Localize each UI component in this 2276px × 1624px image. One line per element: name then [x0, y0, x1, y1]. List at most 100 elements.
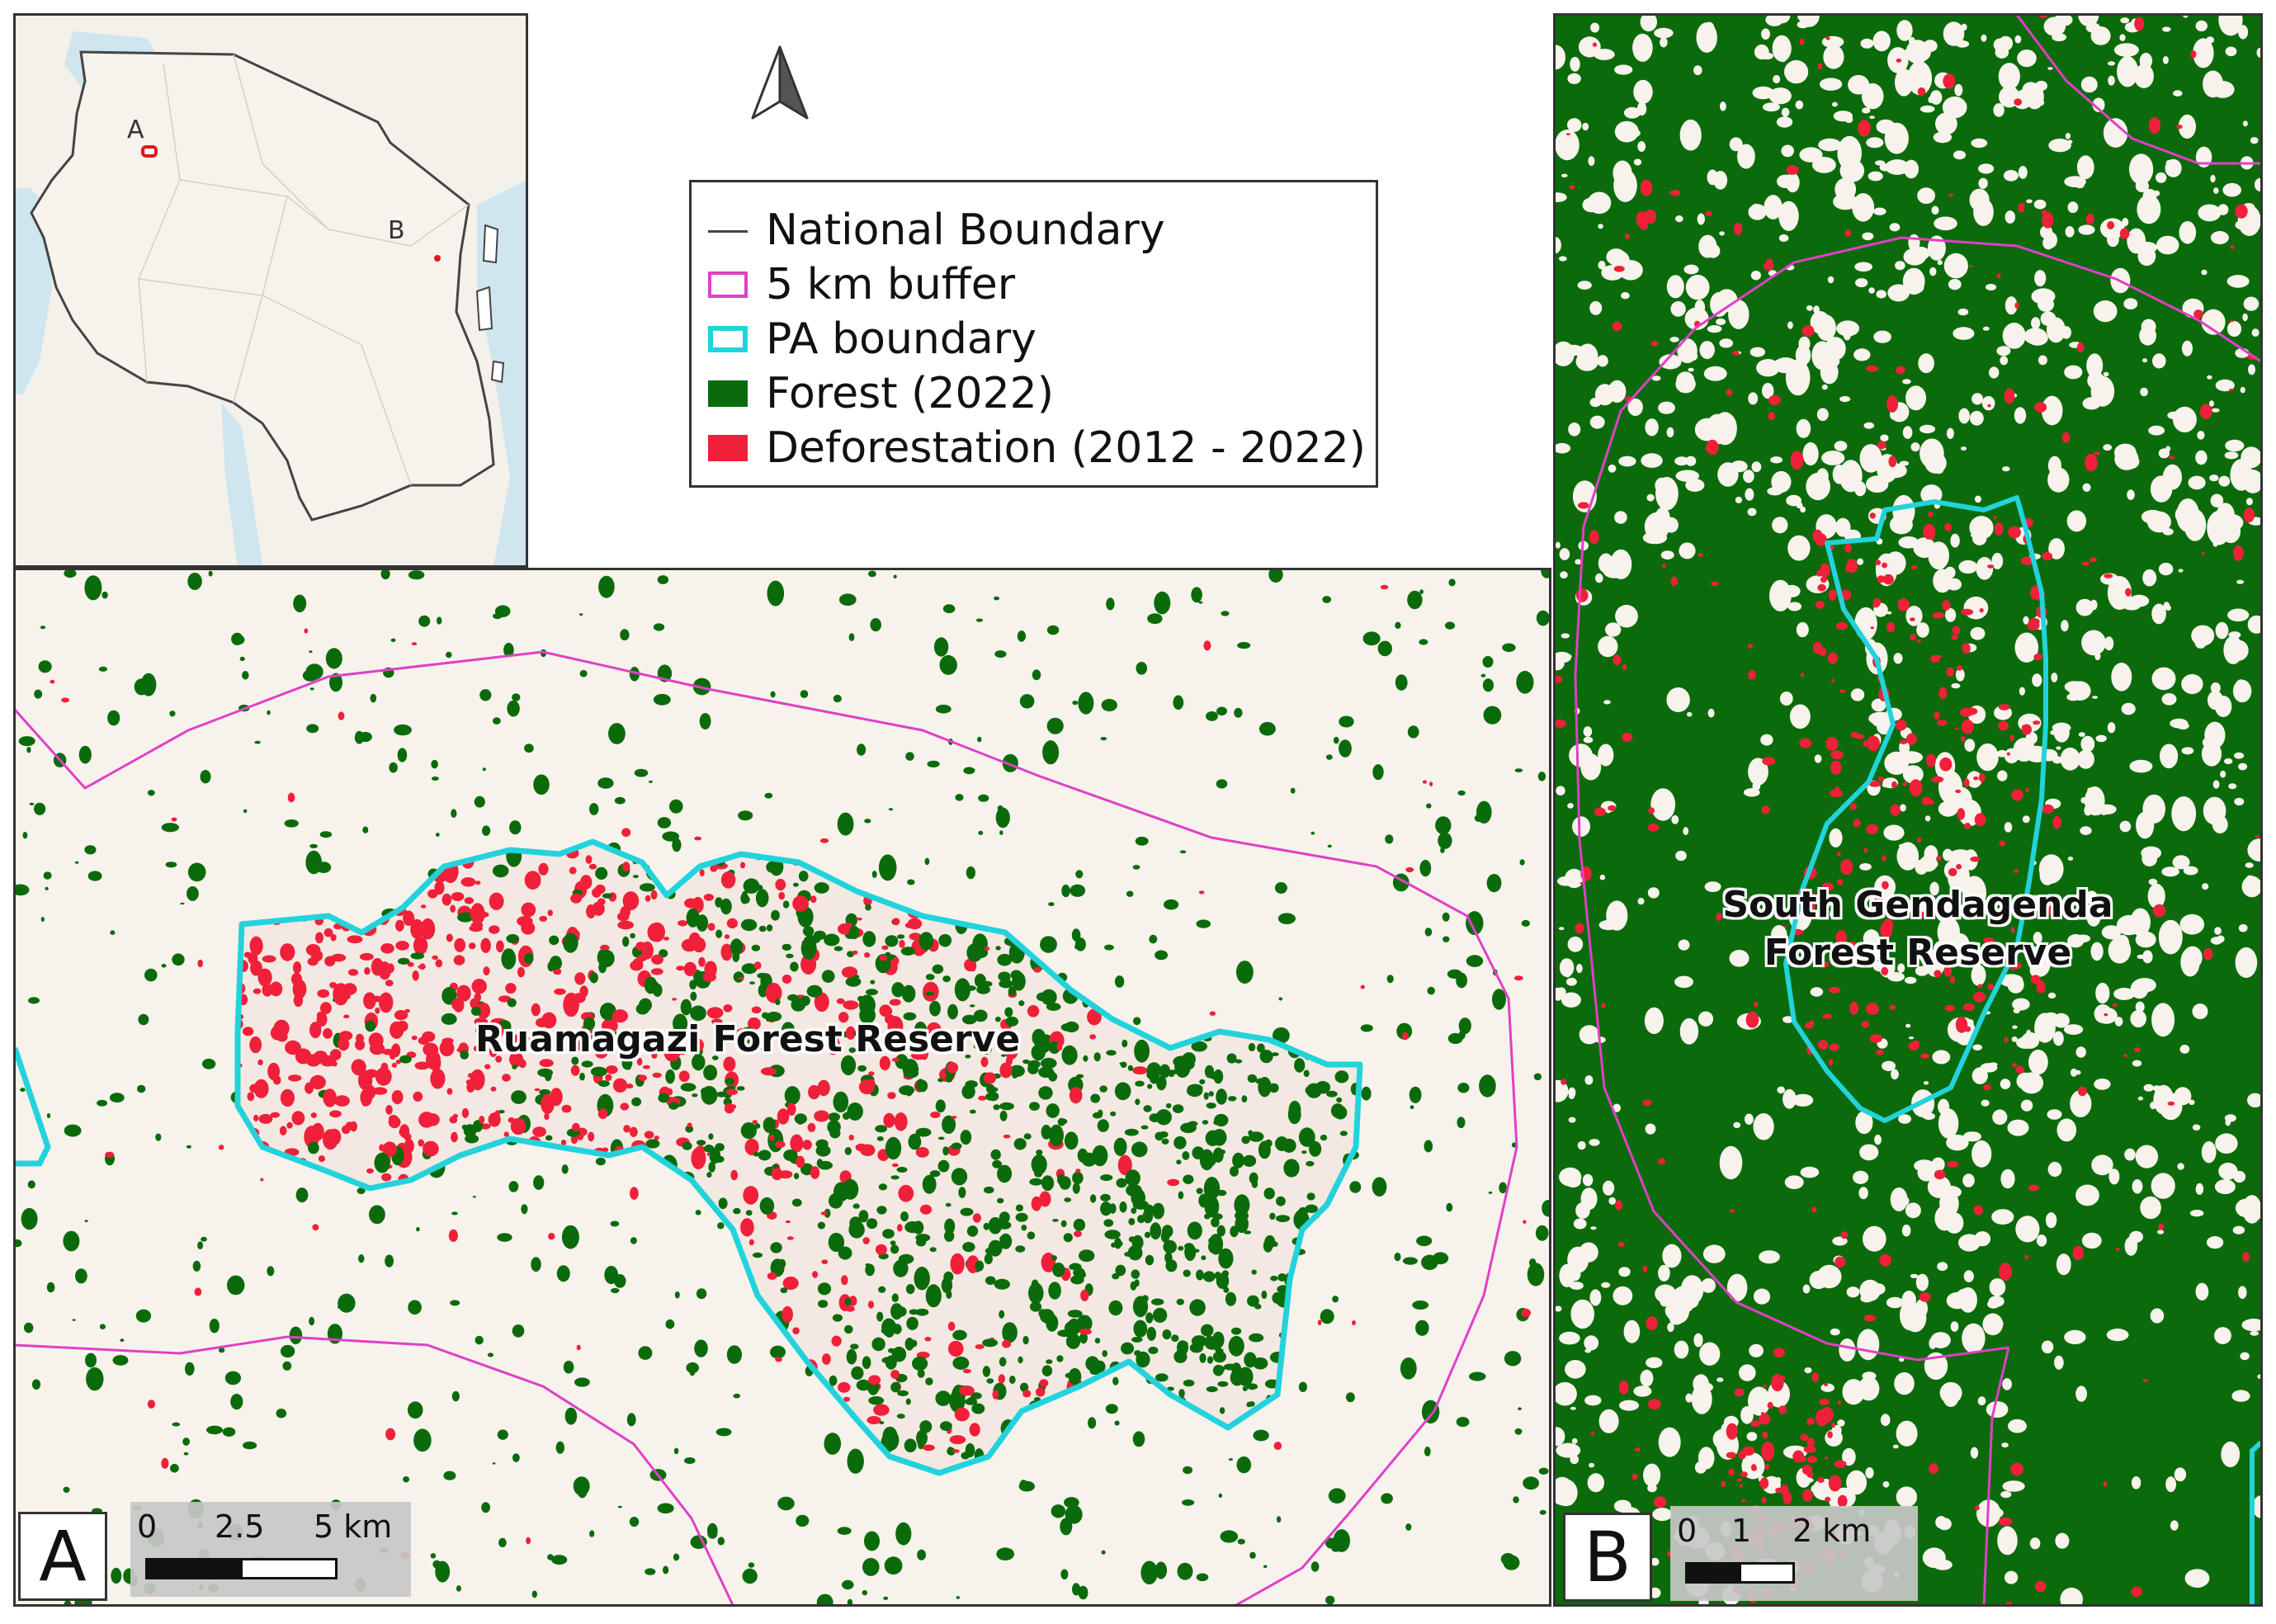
deforestation-patch — [687, 1122, 692, 1128]
forest-patch — [781, 943, 791, 951]
forest-patch — [915, 1127, 932, 1137]
forest-patch — [1116, 1178, 1127, 1188]
forest-patch — [994, 596, 1000, 601]
deforestation-patch — [739, 862, 746, 869]
forest-patch — [1386, 975, 1394, 984]
forest-patch — [1155, 1109, 1172, 1126]
forest-patch — [1395, 674, 1408, 691]
forest-patch — [850, 1343, 859, 1350]
forest-patch — [1155, 950, 1169, 961]
forest-patch — [1217, 1381, 1229, 1387]
forest-patch — [1251, 1180, 1258, 1188]
deforestation-patch — [1405, 866, 1414, 873]
forest-patch — [1514, 1428, 1523, 1435]
forest-patch — [64, 1124, 82, 1137]
forest-patch — [551, 1555, 568, 1565]
forest-patch — [1519, 859, 1525, 866]
deforestation-patch — [1080, 1289, 1089, 1301]
forest-patch — [718, 1197, 728, 1210]
deforestation-patch — [1203, 640, 1211, 651]
deforestation-patch — [723, 1056, 736, 1072]
forest-patch — [942, 604, 956, 614]
forest-patch — [925, 1377, 933, 1386]
forest-patch — [34, 689, 43, 699]
forest-patch — [900, 1211, 909, 1222]
forest-patch — [883, 1596, 889, 1600]
island-mafia — [490, 360, 505, 384]
forest-patch — [717, 1222, 725, 1230]
forest-patch — [1277, 1273, 1287, 1282]
deforestation-patch — [480, 937, 491, 953]
forest-patch — [1320, 1135, 1328, 1141]
forest-patch — [770, 1345, 786, 1359]
deforestation-patch — [1039, 1191, 1051, 1207]
forest-patch — [309, 1316, 315, 1326]
forest-patch — [403, 1476, 410, 1483]
forest-patch — [1022, 1335, 1029, 1345]
deforestation-patch — [1401, 1032, 1409, 1041]
deforestation-patch — [947, 1321, 956, 1331]
deforestation-patch — [919, 1204, 933, 1215]
forest-patch — [611, 1287, 620, 1294]
deforestation-patch — [891, 1163, 899, 1168]
forest-patch — [1469, 1371, 1486, 1381]
forest-patch — [1015, 1212, 1028, 1222]
forest-patch — [614, 1274, 626, 1288]
forest-patch — [571, 1056, 579, 1065]
forest-patch — [457, 912, 474, 923]
deforestation-patch — [249, 1036, 262, 1054]
forest-patch — [878, 854, 897, 881]
forest-patch — [233, 635, 245, 644]
forest-patch — [1372, 1177, 1387, 1197]
deforestation-patch — [561, 1104, 572, 1113]
forest-patch — [512, 1453, 520, 1462]
forest-patch — [1191, 1041, 1207, 1052]
forest-patch — [1479, 1074, 1496, 1098]
forest-patch — [99, 1324, 106, 1329]
deforestation-patch — [642, 1065, 650, 1069]
forest-patch — [1203, 1092, 1209, 1100]
forest-patch — [988, 1216, 1003, 1235]
forest-patch — [599, 1003, 616, 1021]
deforestation-patch — [446, 1088, 453, 1095]
forest-patch — [1310, 1561, 1320, 1572]
deforestation-patch — [663, 937, 670, 941]
forest-patch — [1155, 1561, 1168, 1579]
forest-patch — [890, 1381, 901, 1393]
forest-patch — [1046, 1359, 1053, 1364]
forest-patch — [649, 780, 653, 783]
forest-patch — [982, 1366, 991, 1377]
forest-patch — [998, 971, 1011, 982]
forest-patch — [618, 727, 623, 730]
forest-patch — [413, 1428, 432, 1452]
forest-patch — [748, 1562, 755, 1568]
forest-patch — [754, 1123, 761, 1129]
forest-patch — [984, 1253, 993, 1265]
deforestation-patch — [451, 1131, 458, 1143]
forest-patch — [871, 871, 877, 878]
forest-patch — [663, 1565, 669, 1574]
forest-patch — [793, 1173, 800, 1180]
forest-patch — [1407, 725, 1419, 739]
forest-patch — [833, 946, 843, 951]
deforestation-patch — [468, 942, 476, 950]
forest-patch — [1277, 913, 1296, 924]
forest-patch — [302, 669, 319, 682]
forest-patch — [1206, 711, 1218, 721]
deforestation-patch — [319, 1002, 332, 1015]
deforestation-patch — [269, 981, 283, 997]
admin-boundaries — [138, 54, 470, 486]
panel-a-map: Ruamagazi Forest Reserve A 0 2.5 5 km — [15, 569, 1550, 1605]
forest-patch — [1339, 715, 1354, 728]
forest-patch — [875, 1125, 887, 1133]
forest-patch — [1535, 1225, 1549, 1241]
forest-patch — [545, 1135, 553, 1141]
forest-patch — [1147, 1083, 1153, 1089]
forest-patch — [85, 1353, 97, 1368]
island-zanzibar — [475, 286, 493, 332]
forest-patch — [1458, 1030, 1466, 1040]
forest-patch — [1333, 736, 1339, 744]
forest-patch — [767, 580, 785, 607]
forest-patch — [1128, 1218, 1136, 1225]
deforestation-patch — [978, 1095, 987, 1101]
